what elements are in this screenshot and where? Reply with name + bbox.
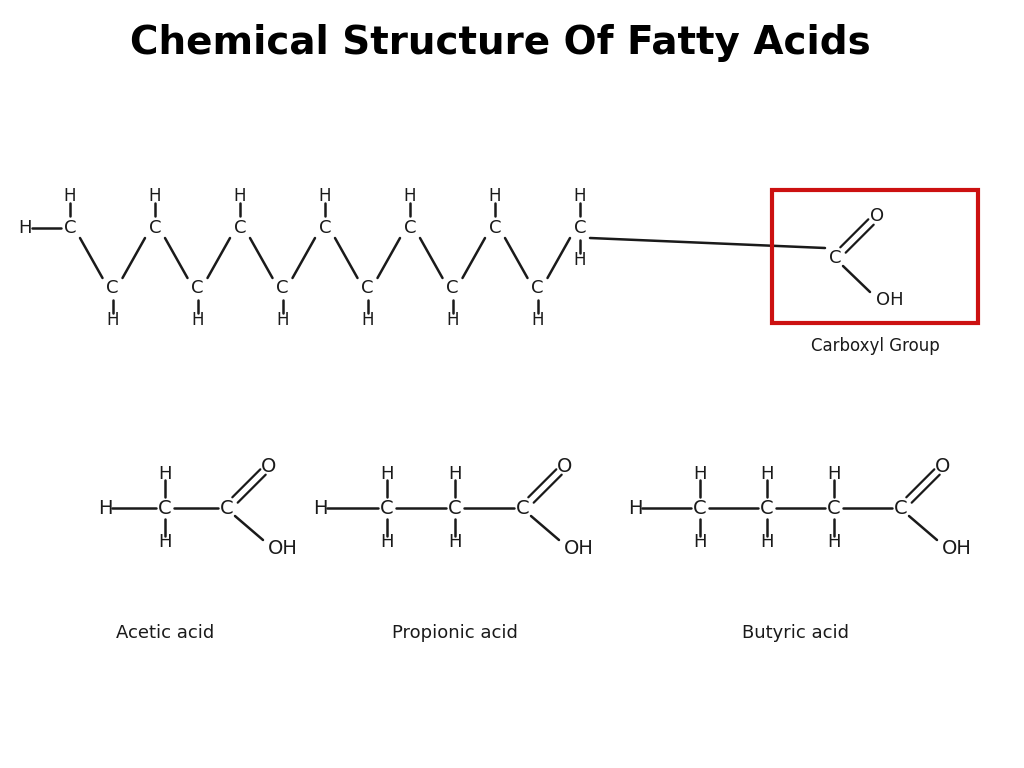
Text: C: C [220, 498, 233, 518]
Text: C: C [63, 219, 76, 237]
Text: C: C [106, 279, 119, 297]
Text: O: O [557, 456, 572, 475]
Text: C: C [573, 219, 587, 237]
Text: C: C [380, 498, 394, 518]
Text: C: C [158, 498, 172, 518]
Text: C: C [276, 279, 289, 297]
Text: H: H [159, 533, 172, 551]
Text: H: H [573, 187, 587, 205]
Text: C: C [403, 219, 416, 237]
Text: H: H [827, 465, 841, 483]
Text: H: H [148, 187, 161, 205]
Text: C: C [531, 279, 544, 297]
Text: H: H [827, 533, 841, 551]
Bar [772, 190, 978, 323]
Text: Chemical Structure Of Fatty Acids: Chemical Structure Of Fatty Acids [130, 24, 870, 62]
Text: C: C [760, 498, 774, 518]
Text: C: C [828, 249, 842, 267]
Text: OH: OH [877, 291, 904, 309]
Text: H: H [233, 187, 246, 205]
Text: H: H [488, 187, 502, 205]
Text: H: H [106, 311, 119, 329]
Text: Propionic acid: Propionic acid [392, 624, 518, 642]
Text: O: O [935, 456, 950, 475]
Text: H: H [361, 311, 374, 329]
Text: C: C [516, 498, 529, 518]
Text: H: H [63, 187, 76, 205]
Text: Carboxyl Group: Carboxyl Group [811, 337, 939, 355]
Text: H: H [191, 311, 204, 329]
Text: O: O [870, 207, 884, 225]
Text: H: H [446, 311, 459, 329]
Text: H: H [318, 187, 331, 205]
Text: C: C [488, 219, 502, 237]
Text: H: H [628, 498, 642, 518]
Text: C: C [693, 498, 707, 518]
Text: H: H [573, 251, 587, 269]
Text: C: C [894, 498, 908, 518]
Text: OH: OH [942, 538, 972, 558]
Text: C: C [361, 279, 374, 297]
Text: H: H [403, 187, 416, 205]
Text: H: H [18, 219, 32, 237]
Text: H: H [449, 465, 462, 483]
Text: H: H [380, 465, 394, 483]
Text: C: C [233, 219, 246, 237]
Text: H: H [760, 533, 774, 551]
Text: OH: OH [564, 538, 594, 558]
Text: C: C [318, 219, 331, 237]
Text: H: H [97, 498, 113, 518]
Text: H: H [312, 498, 328, 518]
Text: C: C [449, 498, 462, 518]
Text: H: H [449, 533, 462, 551]
Text: H: H [159, 465, 172, 483]
Text: C: C [446, 279, 459, 297]
Text: Butyric acid: Butyric acid [741, 624, 849, 642]
Text: C: C [148, 219, 161, 237]
Text: O: O [261, 456, 276, 475]
Text: H: H [693, 533, 707, 551]
Text: Acetic acid: Acetic acid [116, 624, 214, 642]
Text: H: H [276, 311, 289, 329]
Text: H: H [693, 465, 707, 483]
Text: H: H [760, 465, 774, 483]
Text: H: H [531, 311, 544, 329]
Text: C: C [191, 279, 204, 297]
Text: C: C [827, 498, 841, 518]
Text: OH: OH [268, 538, 298, 558]
Text: H: H [380, 533, 394, 551]
